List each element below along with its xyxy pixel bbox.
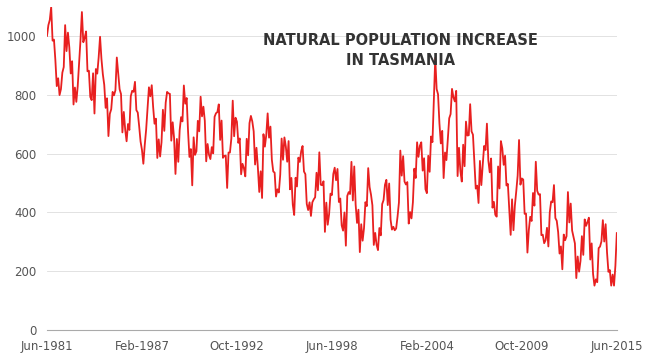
- Text: NATURAL POPULATION INCREASE
IN TASMANIA: NATURAL POPULATION INCREASE IN TASMANIA: [263, 33, 538, 68]
